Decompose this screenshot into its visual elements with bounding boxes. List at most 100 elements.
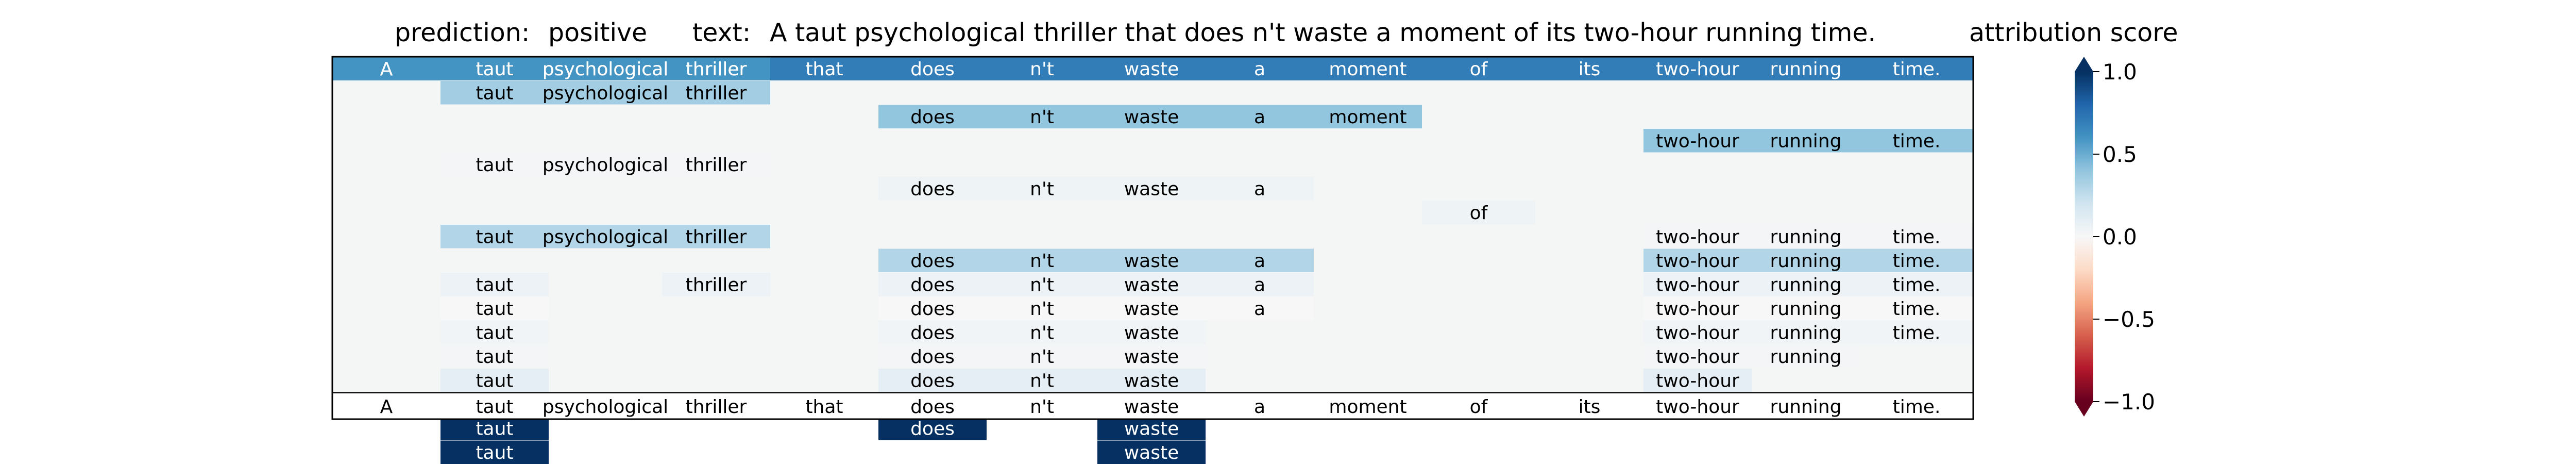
colorbar-extend-bottom xyxy=(2075,402,2093,417)
span-cell xyxy=(1643,344,1860,368)
span-token-label: does xyxy=(910,275,955,296)
span-cell xyxy=(1097,440,1206,464)
span-token-label: thriller xyxy=(686,59,747,80)
token-label: that xyxy=(805,396,843,418)
span-token-label: of xyxy=(1470,59,1488,80)
span-token-label: A xyxy=(380,59,393,80)
span-token-label: does xyxy=(910,371,955,392)
span-token-label: a xyxy=(1254,251,1265,272)
span-token-label: does xyxy=(910,419,955,440)
span-token-label: waste xyxy=(1124,323,1179,344)
span-token-label: n't xyxy=(1030,59,1054,80)
span-token-label: waste xyxy=(1124,59,1179,80)
colorbar-gradient xyxy=(2075,72,2093,402)
prediction-value: positive xyxy=(548,18,647,47)
prediction-label: prediction: xyxy=(395,18,530,47)
colorbar-extend-top xyxy=(2075,57,2093,72)
span-token-label: time. xyxy=(1893,299,1941,320)
span-token-label: n't xyxy=(1030,346,1054,368)
span-token-label: A xyxy=(380,59,393,80)
token-label: its xyxy=(1579,396,1601,418)
span-cell xyxy=(1422,201,1535,224)
span-token-label: a xyxy=(1254,59,1265,80)
colorbar-tick-label: 0.0 xyxy=(2103,224,2137,250)
span-token-label: psychological xyxy=(543,59,668,80)
span-cell xyxy=(878,273,1314,296)
text-label: text: xyxy=(692,18,751,47)
span-token-label: time. xyxy=(1893,275,1941,296)
span-token-label: taut xyxy=(476,323,513,344)
token-label: psychological xyxy=(543,396,668,418)
span-token-label: thriller xyxy=(686,275,747,296)
token-label: moment xyxy=(1329,396,1406,418)
span-token-label: moment xyxy=(1329,107,1406,128)
span-token-label: two-hour xyxy=(1656,251,1739,272)
span-cell xyxy=(440,296,549,320)
span-token-label: waste xyxy=(1124,275,1179,296)
span-token-label: time. xyxy=(1893,131,1941,152)
token-label: A xyxy=(380,396,393,418)
token-label: running xyxy=(1770,396,1842,418)
token-label: n't xyxy=(1030,396,1054,418)
span-token-label: running xyxy=(1770,59,1842,80)
span-token-label: running xyxy=(1770,251,1842,272)
span-cell xyxy=(332,57,770,80)
colorbar: 1.0 0.5 0.0 −0.5 −1.0 xyxy=(2075,57,2155,417)
span-token-label: taut xyxy=(476,346,513,368)
span-token-label: a xyxy=(1254,107,1265,128)
span-token-label: psychological xyxy=(543,83,668,104)
span-token-label: that xyxy=(805,59,843,80)
span-token-label: thriller xyxy=(686,59,747,80)
span-token-label: time. xyxy=(1893,59,1941,80)
span-token-label: running xyxy=(1770,299,1842,320)
token-label: a xyxy=(1254,396,1265,418)
span-token-label: psychological xyxy=(543,227,668,248)
colorbar-title: attribution score xyxy=(1969,18,2178,47)
colorbar-ticks: 1.0 0.5 0.0 −0.5 −1.0 xyxy=(2093,59,2155,415)
span-token-label: running xyxy=(1770,323,1842,344)
heatmap-frame xyxy=(331,56,1974,420)
span-token-label: psychological xyxy=(543,59,668,80)
span-token-label: waste xyxy=(1124,299,1179,320)
span-cell xyxy=(1643,248,1973,272)
span-token-label: two-hour xyxy=(1656,299,1739,320)
span-token-label: waste xyxy=(1124,419,1179,440)
span-cell xyxy=(440,440,549,464)
span-token-label: psychological xyxy=(543,59,668,80)
span-token-label: waste xyxy=(1124,442,1179,463)
span-token-label: does xyxy=(910,323,955,344)
token-label: time. xyxy=(1893,396,1941,418)
span-token-label: that xyxy=(805,59,843,80)
span-cell xyxy=(878,321,1206,344)
text-value: A taut psychological thriller that does … xyxy=(770,18,1876,47)
span-token-label: n't xyxy=(1030,323,1054,344)
span-token-label: a xyxy=(1254,275,1265,296)
span-token-label: n't xyxy=(1030,371,1054,392)
span-token-label: taut xyxy=(476,371,513,392)
span-token-label: taut xyxy=(476,155,513,176)
span-token-label: two-hour xyxy=(1656,346,1739,368)
span-cell xyxy=(440,321,549,344)
span-token-label: n't xyxy=(1030,107,1054,128)
span-token-label: does xyxy=(910,346,955,368)
token-label: thriller xyxy=(686,396,747,418)
span-cell xyxy=(1643,225,1973,248)
token-row-background xyxy=(332,393,1973,419)
colorbar-tick-label: −1.0 xyxy=(2103,389,2155,415)
span-token-label: running xyxy=(1770,227,1842,248)
span-token-label: taut xyxy=(476,59,513,80)
span-token-label: running xyxy=(1770,275,1842,296)
span-token-label: two-hour xyxy=(1656,323,1739,344)
span-cell xyxy=(1643,129,1973,153)
token-label: does xyxy=(910,396,955,418)
colorbar-tick-label: −0.5 xyxy=(2103,307,2155,332)
span-token-label: waste xyxy=(1124,346,1179,368)
token-label: two-hour xyxy=(1656,396,1739,418)
token-label: taut xyxy=(476,396,513,418)
span-cell xyxy=(878,248,1314,272)
span-token-label: thriller xyxy=(686,155,747,176)
span-token-label: two-hour xyxy=(1656,59,1739,80)
span-token-label: does xyxy=(910,107,955,128)
span-cell xyxy=(440,225,770,248)
